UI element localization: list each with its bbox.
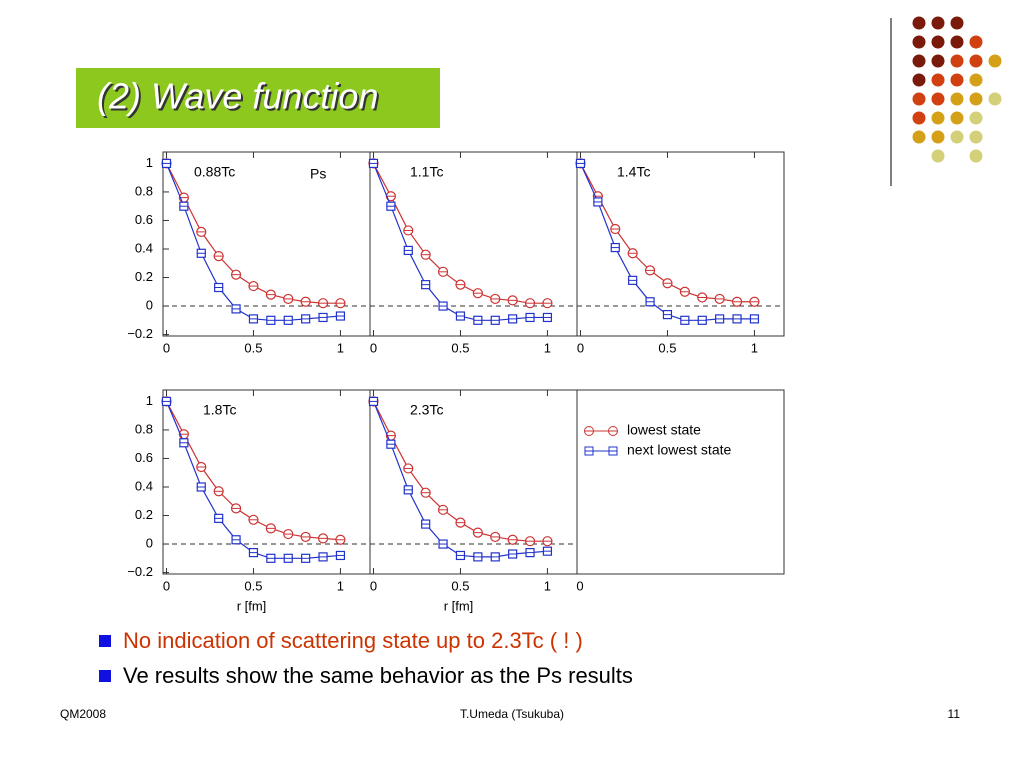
decor-dot bbox=[950, 92, 964, 106]
decor-dot bbox=[969, 54, 983, 68]
decor-dot bbox=[950, 35, 964, 49]
decor-dot bbox=[988, 92, 1002, 106]
decor-dot bbox=[931, 54, 945, 68]
x-tick-label: 0.5 bbox=[244, 578, 262, 593]
decor-dot bbox=[912, 35, 926, 49]
slide-title: (2) Wave function bbox=[97, 76, 378, 117]
y-tick-label: 0.8 bbox=[135, 421, 153, 436]
decor-dot bbox=[931, 16, 945, 30]
decor-dot bbox=[950, 73, 964, 87]
decor-dot bbox=[912, 16, 926, 30]
plot-frame bbox=[162, 389, 371, 575]
x-tick-label: 0.5 bbox=[451, 340, 469, 355]
decor-dot bbox=[912, 54, 926, 68]
bullet-text: Ve results show the same behavior as the… bbox=[123, 663, 633, 688]
series-line bbox=[372, 163, 548, 321]
x-tick-label: 0.5 bbox=[451, 578, 469, 593]
panel-label: 1.4Tc bbox=[617, 164, 650, 180]
series-line bbox=[372, 401, 548, 558]
y-tick-label: 0.6 bbox=[135, 212, 153, 227]
panel-label: 0.88Tc bbox=[194, 164, 235, 180]
decor-dot bbox=[969, 92, 983, 106]
x-tick-label: 0 bbox=[163, 578, 170, 593]
decor-dot bbox=[988, 54, 1002, 68]
decor-dot bbox=[950, 130, 964, 144]
x-tick-label: 0 bbox=[370, 340, 377, 355]
y-tick-label: 0.2 bbox=[135, 507, 153, 522]
decor-dot bbox=[931, 73, 945, 87]
decor-dot bbox=[931, 35, 945, 49]
panel-label: 1.8Tc bbox=[203, 402, 236, 418]
series-line bbox=[579, 163, 755, 321]
decor-dot bbox=[950, 16, 964, 30]
x-tick-label: 1 bbox=[544, 578, 551, 593]
legend-label: lowest state bbox=[627, 422, 701, 438]
y-tick-label: 0.6 bbox=[135, 450, 153, 465]
decor-dot bbox=[912, 111, 926, 125]
y-tick-label: 0.8 bbox=[135, 183, 153, 198]
x-tick-label: 0 bbox=[370, 578, 377, 593]
x-axis-label: r [fm] bbox=[237, 598, 267, 613]
x-tick-label: 0 bbox=[576, 578, 583, 593]
panel-label: 2.3Tc bbox=[410, 402, 443, 418]
decor-dot bbox=[912, 73, 926, 87]
decor-dot bbox=[931, 130, 945, 144]
decor-dot bbox=[912, 92, 926, 106]
y-tick-label: 0 bbox=[146, 535, 153, 550]
title-box bbox=[76, 68, 440, 128]
footer-left: QM2008 bbox=[60, 707, 106, 721]
y-tick-label: 1 bbox=[146, 155, 153, 170]
decor-dot bbox=[950, 111, 964, 125]
footer-center: T.Umeda (Tsukuba) bbox=[460, 707, 564, 721]
plot-frame bbox=[369, 151, 578, 337]
annotation: Ps bbox=[310, 166, 326, 182]
title-shadow: (2) Wave function bbox=[99, 78, 380, 119]
decor-dot bbox=[969, 149, 983, 163]
x-tick-label: 0 bbox=[577, 340, 584, 355]
x-axis-label: r [fm] bbox=[444, 598, 474, 613]
x-tick-label: 1 bbox=[751, 340, 758, 355]
bullet-marker bbox=[99, 670, 111, 682]
panel-label: 1.1Tc bbox=[410, 164, 443, 180]
legend-label: next lowest state bbox=[627, 442, 731, 458]
decor-dot bbox=[950, 54, 964, 68]
series-line bbox=[165, 401, 341, 559]
bullet-text: No indication of scattering state up to … bbox=[123, 628, 583, 653]
y-tick-label: 0.4 bbox=[135, 478, 153, 493]
x-tick-label: 1 bbox=[544, 340, 551, 355]
decor-dot bbox=[931, 149, 945, 163]
x-tick-label: 0.5 bbox=[658, 340, 676, 355]
x-tick-label: 1 bbox=[337, 578, 344, 593]
legend-frame bbox=[576, 389, 785, 575]
y-tick-label: 0.2 bbox=[135, 269, 153, 284]
bullet-marker bbox=[99, 635, 111, 647]
x-tick-label: 0 bbox=[163, 340, 170, 355]
footer-right: 11 bbox=[948, 707, 961, 721]
plot-frame bbox=[369, 389, 578, 575]
plot-frame bbox=[576, 151, 785, 337]
decor-dot bbox=[912, 130, 926, 144]
x-tick-label: 1 bbox=[337, 340, 344, 355]
decor-dot bbox=[969, 111, 983, 125]
series-line bbox=[165, 163, 341, 321]
decor-dot bbox=[969, 35, 983, 49]
x-tick-label: 0.5 bbox=[244, 340, 262, 355]
decor-dot bbox=[931, 92, 945, 106]
y-tick-label: 0.4 bbox=[135, 240, 153, 255]
y-tick-label: −0.2 bbox=[127, 326, 153, 341]
decor-dot bbox=[969, 73, 983, 87]
y-tick-label: 1 bbox=[146, 393, 153, 408]
y-tick-label: 0 bbox=[146, 297, 153, 312]
decor-dot bbox=[931, 111, 945, 125]
y-tick-label: −0.2 bbox=[127, 564, 153, 579]
decor-dot bbox=[969, 130, 983, 144]
